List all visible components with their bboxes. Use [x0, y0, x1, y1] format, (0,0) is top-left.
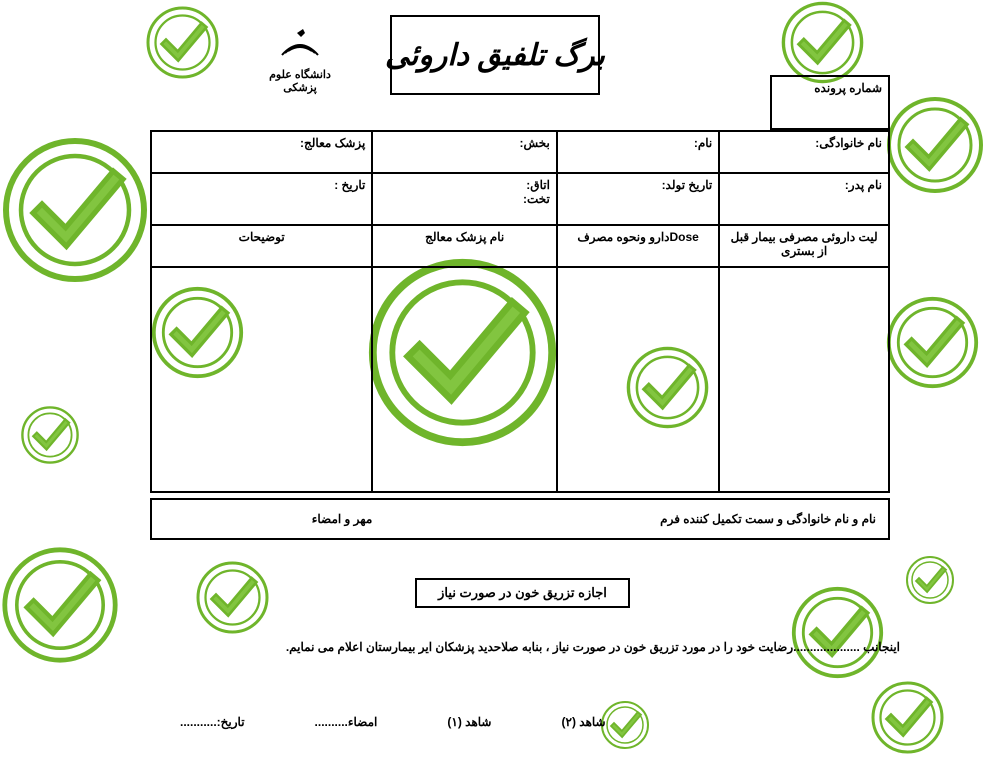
cell-notes — [151, 267, 372, 492]
col-doctor: نام پزشک معالج — [372, 225, 557, 267]
checkmark-watermark-icon — [145, 5, 220, 80]
cell-doctor — [372, 267, 557, 492]
checkmark-watermark-icon — [0, 135, 150, 285]
file-number-label: شماره پرونده — [814, 81, 882, 95]
name-cell: نام: — [557, 131, 719, 173]
university-logo-block: دانشگاه علوم پزشکی — [255, 25, 345, 94]
cell-dose — [557, 267, 719, 492]
cell-list — [719, 267, 889, 492]
form-title: برگ تلفیق داروئی — [385, 38, 605, 73]
checkmark-watermark-icon — [885, 95, 985, 195]
room-bed-cell: اتاق: تخت: — [372, 173, 557, 225]
signature-name-label: نام و نام خانوادگی و سمت تکمیل کننده فرم — [520, 512, 876, 526]
col-notes: توضیحات — [151, 225, 372, 267]
checkmark-watermark-icon — [905, 555, 955, 605]
blood-sign: امضاء.......... — [315, 715, 378, 729]
checkmark-watermark-icon — [20, 405, 80, 465]
blood-title-box: اجازه تزریق خون در صورت نیاز — [415, 578, 630, 608]
col-dose: Doseدارو ونحوه مصرف — [557, 225, 719, 267]
blood-title: اجازه تزریق خون در صورت نیاز — [438, 585, 607, 601]
form-title-box: برگ تلفیق داروئی — [390, 15, 600, 95]
checkmark-watermark-icon — [790, 585, 885, 680]
blood-consent-text: اینجانب ....................رضایت خود را… — [200, 635, 900, 659]
medication-table: نام خانوادگی: نام: بخش: پزشک معالج: نام … — [150, 130, 890, 493]
checkmark-watermark-icon — [780, 0, 865, 85]
blood-witness2: شاهد (۲) — [561, 715, 605, 729]
checkmark-watermark-icon — [195, 560, 270, 635]
med-body-row — [151, 267, 889, 492]
university-name: دانشگاه علوم پزشکی — [255, 68, 345, 94]
patient-row-1: نام خانوادگی: نام: بخش: پزشک معالج: — [151, 131, 889, 173]
blood-witness1: شاهد (۱) — [447, 715, 491, 729]
signature-box: نام و نام خانوادگی و سمت تکمیل کننده فرم… — [150, 498, 890, 540]
file-number-box: شماره پرونده — [770, 75, 890, 130]
checkmark-watermark-icon — [0, 545, 120, 665]
ward-cell: بخش: — [372, 131, 557, 173]
signature-stamp-label: مهر و امضاء — [164, 512, 520, 526]
checkmark-watermark-icon — [885, 295, 980, 390]
university-logo-icon — [255, 25, 345, 64]
date-cell: تاریخ : — [151, 173, 372, 225]
blood-date: تاریخ:........... — [180, 715, 245, 729]
patient-row-2: نام پدر: تاریخ تولد: اتاق: تخت: تاریخ : — [151, 173, 889, 225]
doctor-cell: پزشک معالج: — [151, 131, 372, 173]
father-name-cell: نام پدر: — [719, 173, 889, 225]
family-name-cell: نام خانوادگی: — [719, 131, 889, 173]
med-header-row: لیت داروئی مصرفی بیمار قبل از بستری Dose… — [151, 225, 889, 267]
birth-date-cell: تاریخ تولد: — [557, 173, 719, 225]
blood-footer: تاریخ:........... امضاء.......... شاهد (… — [180, 715, 900, 729]
col-list: لیت داروئی مصرفی بیمار قبل از بستری — [719, 225, 889, 267]
